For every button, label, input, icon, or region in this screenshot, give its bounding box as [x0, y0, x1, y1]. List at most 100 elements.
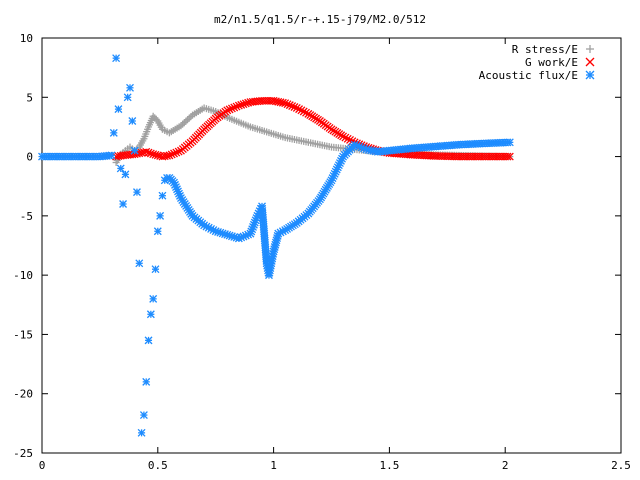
data-point — [109, 128, 118, 137]
data-point — [237, 100, 246, 109]
data-point — [146, 149, 155, 158]
data-point — [142, 377, 151, 386]
data-point — [179, 120, 187, 128]
data-point — [151, 265, 160, 274]
y-tick-label: -15 — [13, 328, 33, 341]
data-point — [288, 102, 297, 111]
x-tick-label: 0.5 — [148, 459, 168, 472]
data-point — [297, 106, 306, 115]
data-point — [174, 147, 183, 156]
data-point — [505, 152, 514, 161]
data-point — [151, 150, 160, 159]
data-point — [123, 93, 132, 102]
data-point — [585, 57, 595, 67]
x-tick-label: 1 — [270, 459, 277, 472]
data-point — [163, 151, 172, 160]
x-tick-label: 2 — [502, 459, 509, 472]
data-point — [151, 114, 159, 122]
data-point — [135, 259, 144, 268]
axis-ticks: 0 0.5 1 1.5 2 2.5 10 5 0 -5 -10 -15 -20 -25 — [13, 32, 631, 472]
chart-title: m2/n1.5/q1.5/r-+.15-j79/M2.0/512 — [214, 13, 426, 26]
legend-label: G work/E — [525, 56, 578, 69]
data-point — [278, 98, 287, 107]
data-point — [130, 146, 139, 155]
data-point — [185, 114, 193, 122]
data-point — [172, 148, 181, 157]
y-tick-label: 0 — [26, 151, 33, 164]
data-point — [182, 117, 190, 125]
data-point — [126, 83, 134, 92]
data-point — [128, 117, 137, 125]
data-point — [586, 45, 594, 53]
data-point — [276, 228, 285, 237]
data-point — [302, 108, 310, 117]
y-tick-label: 5 — [26, 91, 33, 104]
data-point — [149, 112, 157, 120]
data-point — [144, 148, 153, 157]
data-point — [281, 99, 290, 108]
data-point — [299, 107, 308, 116]
data-point — [339, 132, 348, 141]
y-tick-label: -25 — [13, 447, 33, 460]
series-g-work-e — [112, 96, 514, 161]
y-tick-label: -20 — [13, 388, 33, 401]
data-point — [241, 99, 250, 108]
legend-label: R stress/E — [512, 43, 578, 56]
data-point — [290, 103, 299, 111]
data-point — [132, 188, 141, 197]
y-tick-label: -5 — [20, 210, 33, 223]
data-point — [180, 119, 188, 127]
data-point — [292, 103, 301, 112]
data-point — [112, 54, 121, 63]
data-point — [295, 105, 304, 114]
data-point — [158, 191, 167, 200]
data-point — [341, 133, 350, 142]
data-point — [165, 151, 174, 160]
data-point — [239, 100, 248, 109]
data-point — [142, 147, 151, 156]
data-point — [121, 170, 130, 179]
data-point — [585, 70, 595, 80]
data-point — [167, 150, 176, 159]
data-point — [184, 116, 192, 124]
data-point — [149, 294, 158, 303]
data-point — [343, 134, 352, 143]
data-point — [107, 151, 116, 160]
data-point — [225, 105, 234, 114]
legend-label: Acoustic flux/E — [479, 69, 578, 82]
data-point — [285, 101, 294, 110]
data-point — [149, 150, 158, 159]
data-point — [505, 138, 514, 147]
y-tick-label: 10 — [20, 32, 33, 45]
data-point — [156, 211, 165, 220]
data-point — [139, 411, 148, 420]
data-point — [227, 104, 236, 113]
data-point — [170, 149, 178, 158]
data-point — [230, 103, 239, 112]
data-point — [234, 101, 243, 110]
data-point — [144, 336, 153, 345]
data-marks — [38, 54, 514, 437]
data-point — [153, 227, 162, 236]
data-point — [152, 115, 160, 123]
x-tick-label: 1.5 — [379, 459, 399, 472]
x-tick-label: 2.5 — [611, 459, 631, 472]
data-point — [223, 106, 232, 115]
data-point — [137, 428, 146, 437]
series-acoustic-flux-e — [38, 54, 514, 437]
data-point — [153, 151, 162, 160]
data-point — [116, 164, 125, 173]
data-point — [232, 102, 241, 111]
data-point — [146, 310, 155, 319]
y-tick-label: -10 — [13, 269, 33, 282]
x-tick-label: 0 — [39, 459, 46, 472]
data-point — [119, 200, 128, 208]
data-point — [187, 113, 195, 121]
data-point — [503, 152, 512, 161]
plot-area-frame — [41, 37, 622, 454]
data-point — [283, 100, 292, 109]
data-point — [177, 122, 185, 130]
data-point — [114, 105, 123, 114]
